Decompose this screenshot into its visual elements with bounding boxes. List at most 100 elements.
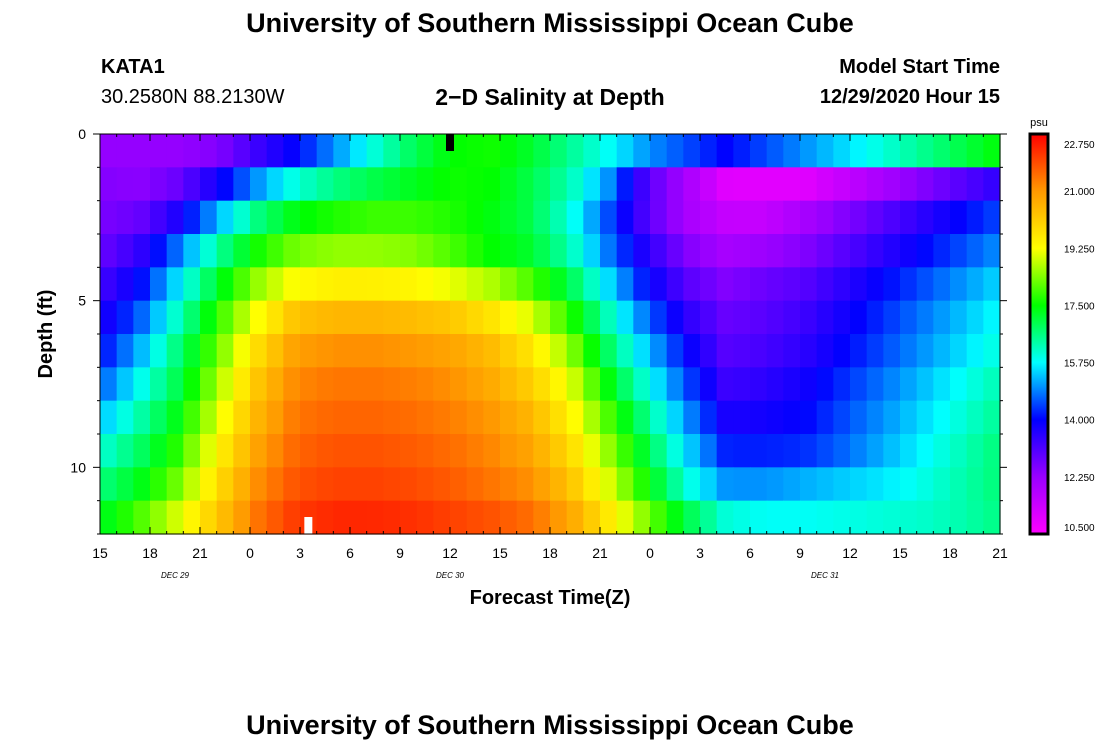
heatmap-cell xyxy=(966,400,984,435)
heatmap-cell xyxy=(150,334,168,368)
x-tick-label: 15 xyxy=(92,545,108,561)
heatmap-cell xyxy=(983,500,1001,535)
heatmap-cell xyxy=(666,334,684,368)
heatmap-cell xyxy=(766,434,784,468)
heatmap-cell xyxy=(116,434,134,468)
heatmap-cell xyxy=(933,500,951,535)
heatmap-cell xyxy=(916,167,934,202)
heatmap-cell xyxy=(550,334,568,368)
heatmap-cell xyxy=(616,367,634,402)
x-tick-label: 0 xyxy=(646,545,654,561)
heatmap-cell xyxy=(200,367,218,402)
heatmap-cell xyxy=(600,267,618,302)
heatmap-cell xyxy=(600,334,618,368)
heatmap-cell xyxy=(800,467,818,502)
heatmap-cell xyxy=(433,167,451,202)
heatmap-cell xyxy=(783,167,801,202)
heatmap-cell xyxy=(900,500,918,535)
heatmap-cell xyxy=(800,334,818,368)
heatmap-cell xyxy=(183,200,201,235)
heatmap-cell xyxy=(766,134,784,168)
heatmap-cell xyxy=(233,200,251,235)
heatmap-cell xyxy=(983,434,1001,468)
heatmap-cell xyxy=(200,434,218,468)
heatmap-cell xyxy=(116,467,134,502)
heatmap-cell xyxy=(116,167,134,202)
heatmap-cell xyxy=(300,200,318,235)
heatmap-cell xyxy=(466,234,484,268)
heatmap-cell xyxy=(633,367,651,402)
heatmap-cell xyxy=(566,300,584,335)
heatmap-cell xyxy=(283,234,301,268)
heatmap-cell xyxy=(116,234,134,268)
heatmap-cell xyxy=(183,134,201,168)
heatmap-cell xyxy=(816,434,834,468)
heatmap-cell xyxy=(250,500,268,535)
heatmap-cell xyxy=(250,167,268,202)
heatmap-cell xyxy=(400,267,418,302)
heatmap-cell xyxy=(450,134,468,168)
heatmap-cell xyxy=(633,267,651,302)
heatmap-cell xyxy=(100,167,118,202)
heatmap-cell xyxy=(316,434,334,468)
heatmap-cell xyxy=(400,434,418,468)
heatmap-cell xyxy=(716,400,734,435)
heatmap-cell xyxy=(450,234,468,268)
x-axis-label: Forecast Time(Z) xyxy=(470,587,631,609)
heatmap-cell xyxy=(850,400,868,435)
heatmap-cell xyxy=(516,267,534,302)
heatmap-cell xyxy=(966,300,984,335)
heatmap-cell xyxy=(150,167,168,202)
heatmap-cell xyxy=(316,334,334,368)
heatmap-cell xyxy=(750,367,768,402)
heatmap-cell xyxy=(433,200,451,235)
heatmap-cell xyxy=(533,200,551,235)
heatmap-cell xyxy=(450,434,468,468)
heatmap-cell xyxy=(100,134,118,168)
heatmap-cell xyxy=(166,134,184,168)
heatmap-cell xyxy=(733,200,751,235)
heatmap-cell xyxy=(766,334,784,368)
heatmap-cell xyxy=(216,334,234,368)
heatmap-cell xyxy=(750,200,768,235)
heatmap-cell xyxy=(516,200,534,235)
heatmap-cell xyxy=(350,234,368,268)
heatmap-cell xyxy=(966,500,984,535)
heatmap-cell xyxy=(666,267,684,302)
colorbar-tick-label: 19.250 xyxy=(1064,244,1095,255)
heatmap-cell xyxy=(850,334,868,368)
heatmap-cell xyxy=(866,334,884,368)
heatmap-cell xyxy=(300,234,318,268)
heatmap-cell xyxy=(233,467,251,502)
heatmap-cell xyxy=(966,367,984,402)
heatmap-cell xyxy=(683,334,701,368)
heatmap-cell xyxy=(633,467,651,502)
heatmap-cell xyxy=(850,500,868,535)
heatmap-cell xyxy=(750,167,768,202)
heatmap-cell xyxy=(100,334,118,368)
heatmap-cell xyxy=(266,367,284,402)
heatmap-cell xyxy=(216,300,234,335)
model-start-value: 12/29/2020 Hour 15 xyxy=(819,86,1000,108)
chart-title: 2−D Salinity at Depth xyxy=(435,84,665,110)
heatmap-cell xyxy=(383,300,401,335)
heatmap-cell xyxy=(550,134,568,168)
heatmap-cell xyxy=(283,467,301,502)
heatmap-cell xyxy=(966,200,984,235)
heatmap-cell xyxy=(366,200,384,235)
heatmap-cell xyxy=(250,400,268,435)
heatmap-cell xyxy=(483,234,501,268)
heatmap-cell xyxy=(400,300,418,335)
heatmap-cell xyxy=(583,300,601,335)
heatmap-cell xyxy=(933,167,951,202)
heatmap-cell xyxy=(900,200,918,235)
heatmap-cell xyxy=(950,200,968,235)
heatmap-cell xyxy=(850,367,868,402)
heatmap-cell xyxy=(666,300,684,335)
heatmap-cell xyxy=(650,200,668,235)
heatmap-cell xyxy=(200,234,218,268)
heatmap-cell xyxy=(950,334,968,368)
heatmap-cell xyxy=(816,134,834,168)
heatmap-cell xyxy=(883,167,901,202)
heatmap-cell xyxy=(350,500,368,535)
